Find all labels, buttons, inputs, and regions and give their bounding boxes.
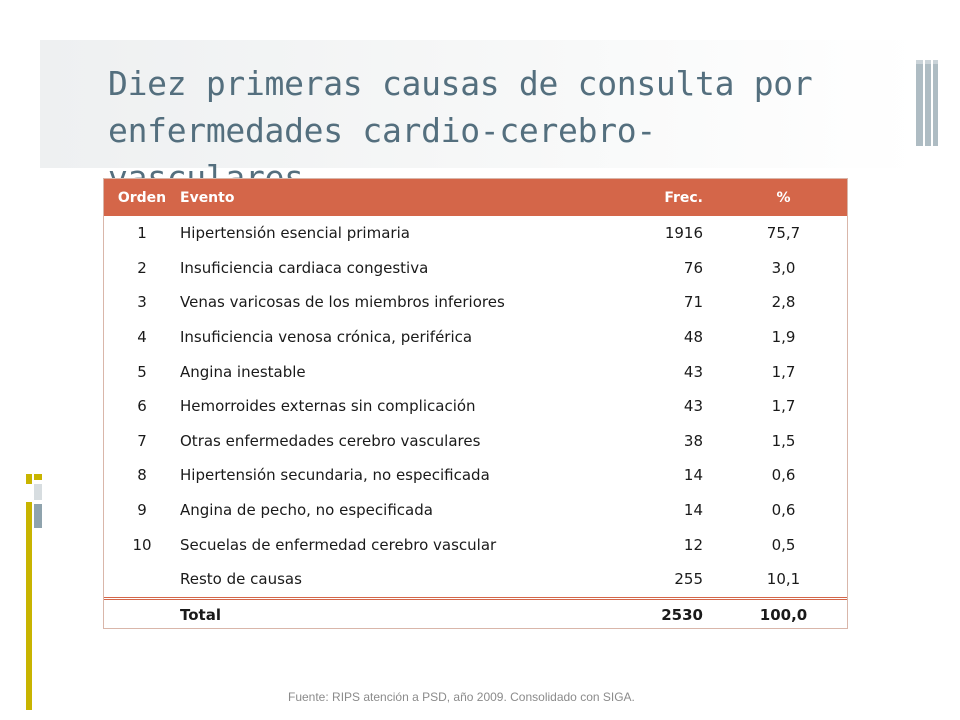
row-orden: 5 xyxy=(137,362,147,381)
slide-title: Diez primeras causas de consulta por enf… xyxy=(108,64,813,197)
row-pct: 1,5 xyxy=(771,431,796,450)
row-frec: 38 xyxy=(683,431,703,450)
row-frec: 12 xyxy=(683,535,703,554)
row-frec: 76 xyxy=(683,258,703,277)
row-frec: 255 xyxy=(674,570,703,589)
row-pct: 3,0 xyxy=(771,258,796,277)
title-background xyxy=(40,40,920,168)
header-orden: Orden xyxy=(117,189,167,206)
row-pct: 0,5 xyxy=(771,535,796,554)
total-label: Total xyxy=(180,596,610,630)
row-frec: 71 xyxy=(683,293,703,312)
row-evento: Secuelas de enfermedad cerebro vascular xyxy=(180,535,497,554)
row-evento: Hipertensión secundaria, no especificada xyxy=(180,466,490,485)
row-pct: 75,7 xyxy=(766,224,801,243)
row-pct: 1,7 xyxy=(771,397,796,416)
row-orden: 7 xyxy=(137,431,147,450)
row-orden: 8 xyxy=(137,466,147,485)
table-row: 8 Hipertensión secundaria, no especifica… xyxy=(104,458,847,493)
row-orden: 9 xyxy=(137,501,147,520)
causes-table-container: Orden Evento Frec. % 1 Hipertensión esen… xyxy=(103,178,848,630)
source-footnote: Fuente: RIPS atención a PSD, año 2009. C… xyxy=(288,690,635,704)
row-frec: 48 xyxy=(683,328,703,347)
table-total-row: Total 2530 100,0 xyxy=(104,596,847,630)
table-row: Resto de causas 255 10,1 xyxy=(104,562,847,598)
table-row: 6 Hemorroides externas sin complicación … xyxy=(104,389,847,424)
row-pct: 1,7 xyxy=(771,362,796,381)
row-frec: 43 xyxy=(683,362,703,381)
row-pct: 0,6 xyxy=(771,501,796,520)
table-row: 7 Otras enfermedades cerebro vasculares … xyxy=(104,424,847,459)
row-evento: Hipertensión esencial primaria xyxy=(180,224,410,243)
row-frec: 14 xyxy=(683,466,703,485)
row-evento: Resto de causas xyxy=(180,570,302,589)
table-row: 2 Insuficiencia cardiaca congestiva 76 3… xyxy=(104,251,847,286)
row-evento: Venas varicosas de los miembros inferior… xyxy=(180,293,505,312)
row-orden: 3 xyxy=(137,293,147,312)
row-evento: Otras enfermedades cerebro vasculares xyxy=(180,431,481,450)
row-orden: 1 xyxy=(137,224,147,243)
total-pct: 100,0 xyxy=(720,596,847,630)
table-row: 5 Angina inestable 43 1,7 xyxy=(104,354,847,389)
row-evento: Angina de pecho, no especificada xyxy=(180,501,433,520)
row-pct: 2,8 xyxy=(771,293,796,312)
row-evento: Hemorroides externas sin complicación xyxy=(180,397,476,416)
row-pct: 1,9 xyxy=(771,328,796,347)
row-evento: Angina inestable xyxy=(180,362,306,381)
row-pct: 0,6 xyxy=(771,466,796,485)
row-frec: 43 xyxy=(683,397,703,416)
table-row: 4 Insuficiencia venosa crónica, periféri… xyxy=(104,320,847,355)
table-row: 9 Angina de pecho, no especificada 14 0,… xyxy=(104,493,847,528)
header-pct: % xyxy=(776,189,791,206)
row-evento: Insuficiencia cardiaca congestiva xyxy=(180,258,429,277)
table-header-row: Orden Evento Frec. % xyxy=(104,179,847,216)
row-orden xyxy=(104,562,180,598)
row-orden: 4 xyxy=(137,328,147,347)
table-row: 3 Venas varicosas de los miembros inferi… xyxy=(104,285,847,320)
row-evento: Insuficiencia venosa crónica, periférica xyxy=(180,328,473,347)
table-row: 1 Hipertensión esencial primaria 1916 75… xyxy=(104,216,847,251)
row-pct: 10,1 xyxy=(766,570,801,589)
row-orden: 6 xyxy=(137,397,147,416)
row-frec: 1916 xyxy=(664,224,703,243)
total-orden xyxy=(104,596,180,630)
row-orden: 2 xyxy=(137,258,147,277)
header-evento: Evento xyxy=(180,189,235,206)
row-orden: 10 xyxy=(132,535,152,554)
causes-table: Orden Evento Frec. % 1 Hipertensión esen… xyxy=(104,179,847,630)
table-row: 10 Secuelas de enfermedad cerebro vascul… xyxy=(104,527,847,562)
total-frec: 2530 xyxy=(610,596,720,630)
row-frec: 14 xyxy=(683,501,703,520)
header-frec: Frec. xyxy=(664,189,703,206)
